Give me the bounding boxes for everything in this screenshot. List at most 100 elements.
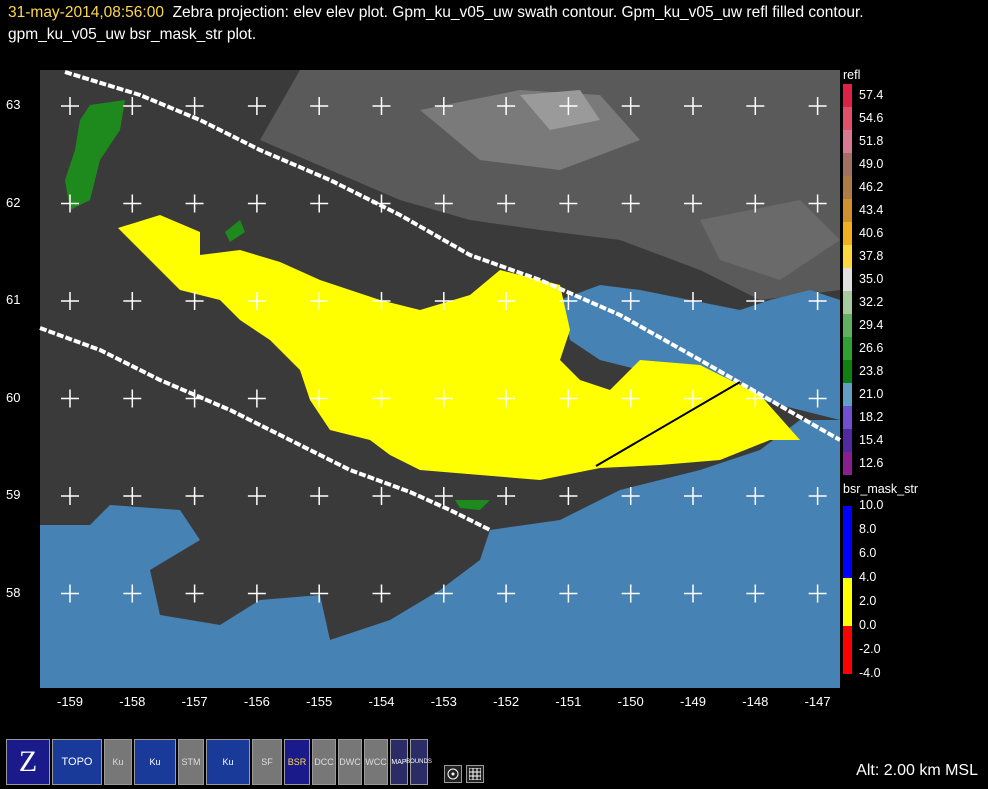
refl-swatch [843, 107, 852, 130]
grid-cross [497, 292, 516, 310]
grid-cross [372, 487, 391, 505]
zebra-logo-button[interactable]: Z [6, 739, 50, 785]
grid-cross [808, 97, 827, 115]
grid-cross [123, 97, 142, 115]
terrain-east [700, 200, 840, 280]
lat-label: 63 [6, 97, 21, 112]
refl-swatch [843, 153, 852, 176]
refl-swatch [843, 429, 852, 452]
stm-button[interactable]: STM [178, 739, 204, 785]
grid-cross [621, 584, 640, 603]
grid-cross [684, 292, 702, 310]
bsr-legend-title: bsr_mask_str [843, 482, 919, 496]
grid-cross [310, 292, 329, 310]
refl-legend-label: 23.8 [859, 364, 884, 378]
bsr-swatch [843, 578, 852, 602]
ku-gpm-button[interactable]: Ku [134, 739, 176, 785]
dcc-button[interactable]: DCC [312, 739, 336, 785]
refl-legend-label: 32.2 [859, 295, 884, 309]
grid-cross [621, 292, 640, 310]
lon-label: -155 [306, 694, 333, 709]
ku-v5-button[interactable]: Ku [206, 739, 250, 785]
ku-ir-button[interactable]: Ku [104, 739, 132, 785]
grid-cross [434, 487, 453, 505]
grid-cross [310, 97, 329, 115]
grid-icon[interactable] [466, 765, 484, 783]
grid-cross [185, 487, 204, 505]
grid-cross [808, 487, 827, 505]
refl-legend-label: 40.6 [859, 226, 884, 240]
grid-cross [185, 97, 204, 115]
bsr-legend-label: -4.0 [859, 666, 881, 680]
bsr-button[interactable]: BSR [284, 739, 310, 785]
grid-cross [185, 389, 204, 408]
grid-cross [621, 487, 640, 505]
grid-cross [559, 487, 578, 505]
grid-cross [310, 584, 329, 603]
grid-cross [621, 389, 640, 408]
grid-cross [684, 487, 702, 505]
refl-legend-label: 37.8 [859, 249, 884, 263]
bsr-legend-label: 0.0 [859, 618, 877, 632]
lat-label: 58 [6, 584, 21, 600]
lon-label: -158 [119, 694, 146, 709]
grid-cross [559, 389, 578, 408]
dwc-button[interactable]: DWC [338, 739, 362, 785]
precip-cell-south [455, 500, 490, 510]
grid-cross [185, 194, 204, 213]
refl-swatch [843, 245, 852, 268]
grid-cross [123, 487, 142, 505]
grid-cross [61, 584, 79, 603]
bounds-button[interactable]: BOUNDS [406, 739, 432, 785]
grid-cross [621, 194, 640, 213]
cross-section-line[interactable] [595, 381, 741, 467]
grid-cross [123, 194, 142, 213]
plot-description: Zebra projection: elev elev plot. Gpm_ku… [8, 4, 864, 43]
refl-swatch [843, 360, 852, 383]
refl-legend-label: 29.4 [859, 318, 884, 332]
terrain-highlands [260, 70, 840, 300]
refl-legend-title: refl [843, 68, 861, 82]
swath-edge-north [64, 70, 841, 442]
grid-cross [746, 194, 765, 213]
map-button[interactable]: MAP [390, 739, 408, 785]
ocean-south [40, 420, 840, 688]
grid-cross [746, 389, 765, 408]
refl-legend-label: 43.4 [859, 203, 884, 217]
grid-cross [808, 389, 827, 408]
grid-cross [372, 97, 391, 115]
sf-gpm-button[interactable]: SF [252, 739, 282, 785]
wcc-button[interactable]: WCC [364, 739, 388, 785]
grid-cross [61, 487, 79, 505]
refl-swatch [843, 452, 852, 475]
grid-cross [684, 194, 702, 213]
lat-label: 61 [6, 292, 21, 307]
lon-label: -150 [617, 694, 644, 709]
grid-cross [434, 292, 453, 310]
bsr-legend-label: 6.0 [859, 546, 877, 560]
grid-cross [247, 487, 266, 505]
grid-cross [497, 97, 516, 115]
grid-cross [746, 584, 765, 603]
lon-label: -151 [555, 694, 582, 709]
refl-swatch [843, 268, 852, 291]
lon-label: -153 [430, 694, 457, 709]
grid-cross [684, 389, 702, 408]
terrain-summit [520, 90, 600, 130]
grid-cross [372, 292, 391, 310]
bsr-swatch [843, 530, 852, 554]
refl-swatch [843, 222, 852, 245]
grid-cross [808, 584, 827, 603]
bsr-swatch [843, 650, 852, 674]
topo-button[interactable]: TOPO [52, 739, 102, 785]
grid-cross [61, 389, 79, 408]
bsr-swatch [843, 626, 852, 650]
target-icon[interactable] [444, 765, 462, 783]
refl-swatch [843, 176, 852, 199]
lon-label: -149 [679, 694, 707, 709]
grid-cross [434, 97, 453, 115]
grid-cross [61, 292, 79, 310]
grid-cross [61, 194, 79, 213]
grid-cross [559, 292, 578, 310]
